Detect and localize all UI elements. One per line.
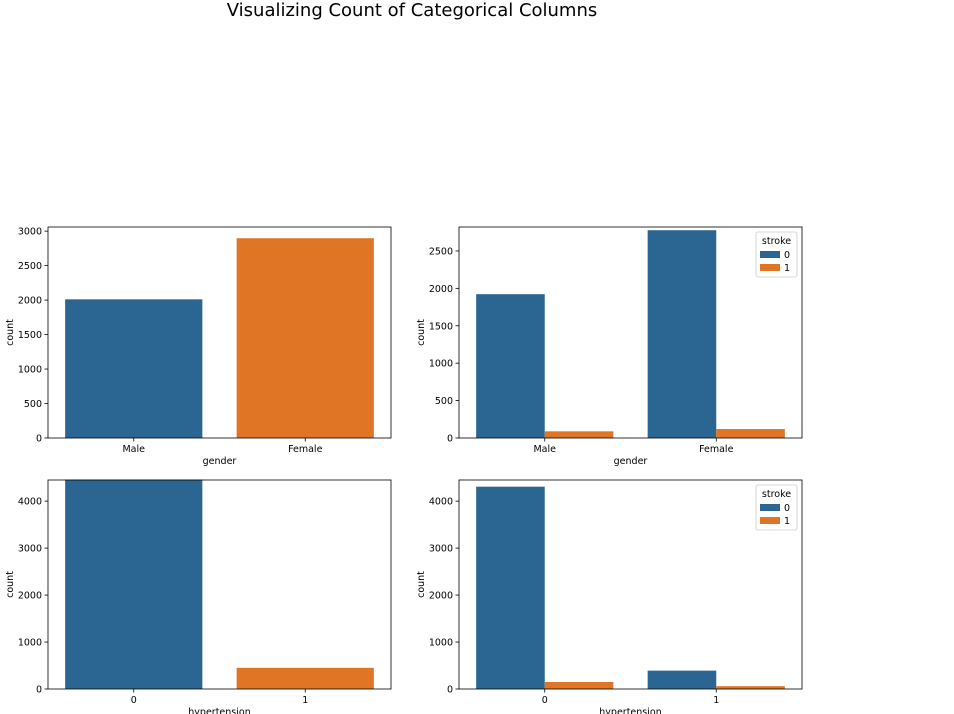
chart4-bar-0-stroke-0: [476, 486, 545, 689]
chart1-ytick-label: 0: [36, 434, 42, 445]
chart1-ytick-label: 1000: [18, 365, 42, 376]
chart1-bar-male: [65, 299, 203, 438]
chart2-bar-female-stroke-0: [647, 230, 717, 438]
chart2-bar-male-stroke-1: [544, 431, 614, 438]
chart1-ytick-label: 500: [24, 399, 42, 410]
chart1-xtick-label: Female: [288, 444, 323, 455]
chart4-legend-label-0: 0: [784, 503, 790, 514]
chart2-ytick-label: 500: [435, 396, 453, 407]
chart2-xtick-label: Female: [699, 444, 734, 455]
chart3-ytick-label: 1000: [18, 638, 42, 649]
figure-title: Visualizing Count of Categorical Columns: [226, 0, 598, 21]
chart2-legend-title: stroke: [762, 236, 791, 247]
chart3-xtick-label: 0: [131, 695, 137, 706]
chart2-legend-swatch-0: [760, 251, 780, 258]
chart4-xlabel: hypertension: [599, 707, 661, 714]
chart4-legend-swatch-0: [760, 504, 780, 511]
chart1-ytick-label: 1500: [18, 330, 42, 341]
chart2-ytick-label: 2500: [429, 246, 453, 257]
chart4-ytick-label: 2000: [429, 591, 453, 602]
chart1-bar-female: [236, 238, 374, 438]
chart4-legend-title: stroke: [762, 489, 791, 500]
chart3-ytick-label: 2000: [18, 591, 42, 602]
chart2-xtick-label: Male: [533, 444, 556, 455]
chart3-xtick-label: 1: [302, 695, 308, 706]
chart2-legend-label-1: 1: [784, 263, 790, 274]
chart4-ytick-label: 3000: [429, 544, 453, 555]
chart1-ytick-label: 2500: [18, 261, 42, 272]
chart2-ytick-label: 2000: [429, 284, 453, 295]
chart4-ytick-label: 0: [447, 685, 453, 696]
chart4-group: 0 1000 2000 3000 4000 0 1 hypertension count stro…: [416, 479, 803, 714]
chart2-group: 0 500 1000 1500 2000 2500 Male Female gender coun…: [416, 226, 803, 467]
chart1-ytick-label: 2000: [18, 296, 42, 307]
chart3-ytick-label: 0: [36, 685, 42, 696]
chart4-ytick-label: 1000: [429, 638, 453, 649]
chart1-xlabel: gender: [203, 456, 237, 467]
chart4-xtick-label: 1: [713, 695, 719, 706]
chart1-xtick-label: Male: [122, 444, 145, 455]
chart2-ytick-label: 1500: [429, 321, 453, 332]
chart4-ytick-label: 4000: [429, 497, 453, 508]
chart4-legend-swatch-1: [760, 517, 780, 524]
chart4-bar-0-stroke-1: [544, 682, 614, 689]
chart1-ylabel: count: [5, 319, 16, 346]
chart4-legend-label-1: 1: [784, 516, 790, 527]
chart3-ytick-label: 3000: [18, 544, 42, 555]
chart1-axes-frame: [47, 226, 392, 439]
chart2-ytick-label: 0: [447, 434, 453, 445]
chart3-ylabel: count: [5, 571, 16, 598]
chart2-xlabel: gender: [614, 456, 648, 467]
chart2-bar-female-stroke-1: [716, 429, 785, 438]
chart2-axes-frame: [458, 226, 803, 439]
chart3-xlabel: hypertension: [188, 707, 250, 714]
chart4-legend: stroke 0 1: [755, 484, 798, 531]
chart4-ylabel: count: [416, 571, 427, 598]
chart3-ytick-label: 4000: [18, 497, 42, 508]
chart4-xtick-label: 0: [542, 695, 548, 706]
chart2-ylabel: count: [416, 319, 427, 346]
chart2-legend-label-0: 0: [784, 250, 790, 261]
chart2-ytick-label: 1000: [429, 359, 453, 370]
chart1-ytick-label: 3000: [18, 227, 42, 238]
chart4-axes-frame: [458, 479, 803, 690]
chart2-legend: stroke 0 1: [755, 231, 798, 278]
chart3-axes-frame: [47, 479, 392, 690]
chart3-bar-0: [65, 479, 203, 689]
chart4-bar-1-stroke-1: [716, 686, 785, 689]
chart2-legend-swatch-1: [760, 264, 780, 271]
chart1-group: 0 500 1000 1500 2000 2500 3000 Male Female gender…: [5, 226, 392, 467]
chart4-bar-1-stroke-0: [647, 670, 717, 689]
chart3-group: 0 1000 2000 3000 4000 0 1 hypertension count: [5, 479, 392, 714]
chart2-bar-male-stroke-0: [476, 294, 545, 438]
chart3-bar-1: [236, 667, 374, 689]
